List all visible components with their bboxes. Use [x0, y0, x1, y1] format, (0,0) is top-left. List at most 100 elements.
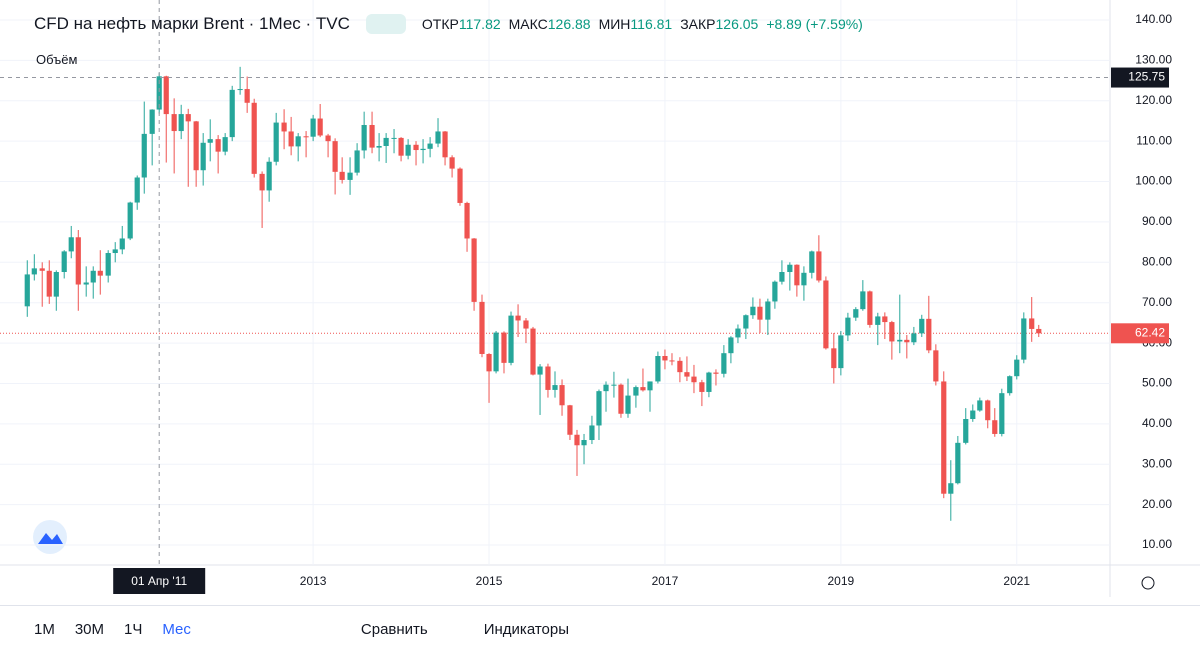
candle-body — [317, 118, 323, 136]
candle-body — [603, 384, 609, 392]
candle-body — [955, 442, 961, 484]
candle-body — [552, 385, 558, 390]
candle-body — [735, 328, 741, 338]
candle-body — [581, 440, 587, 446]
y-tick-label: 20.00 — [1142, 497, 1172, 511]
candle-body — [662, 356, 668, 361]
interval[interactable]: 1М — [34, 620, 55, 638]
interval[interactable]: 30М — [74, 620, 105, 638]
candle-body — [339, 171, 345, 180]
candle-body — [347, 172, 353, 180]
candle-body — [1014, 359, 1020, 377]
candle-body — [215, 139, 221, 152]
toolbar: 1М 30М 1Ч Мес Сравнить Индикаторы — [0, 605, 1200, 652]
candle-body — [625, 395, 631, 414]
candle-body — [435, 131, 441, 144]
candle-body — [897, 339, 903, 342]
interval[interactable]: Мес — [162, 620, 191, 638]
candle-body — [332, 141, 338, 172]
candle-body — [39, 268, 45, 271]
candle-body — [405, 144, 411, 156]
candle-body — [244, 89, 250, 103]
candle-body — [933, 350, 939, 382]
high-value: 126.88 — [547, 16, 591, 32]
candle-body — [669, 360, 675, 362]
x-tick-label: 2021 — [1003, 574, 1030, 588]
y-tick-label: 50.00 — [1142, 376, 1172, 390]
candle-body — [486, 353, 492, 372]
high-label: МАКС — [508, 16, 548, 32]
candle-body — [493, 332, 499, 372]
candle-body — [765, 301, 771, 320]
candle-body — [479, 301, 485, 354]
candle-body — [200, 142, 206, 171]
candle-body — [559, 385, 565, 406]
candle-body — [750, 306, 756, 316]
status-badge — [365, 14, 406, 34]
y-tick-label: 140.00 — [1135, 12, 1172, 26]
candle-body — [1007, 376, 1013, 394]
y-tick-label: 110.00 — [1136, 133, 1172, 147]
candle-body — [845, 317, 851, 336]
candle-body — [508, 315, 514, 363]
indicators-button[interactable]: Индикаторы — [483, 620, 570, 638]
x-tick-label: 2015 — [476, 574, 503, 588]
candle-body — [413, 144, 419, 151]
settings-icon[interactable] — [1141, 576, 1155, 590]
last-price-label: 62.42 — [1135, 325, 1165, 339]
candle-body — [567, 405, 573, 435]
candle-body — [398, 137, 404, 156]
open-value: 117.82 — [458, 16, 501, 32]
candle-body — [237, 89, 243, 91]
candle-body — [391, 137, 397, 139]
crosshair-price-label: 125.75 — [1128, 70, 1165, 84]
candle-body — [68, 237, 74, 252]
candle-body — [127, 202, 133, 239]
candle-body — [149, 109, 155, 134]
candle-body — [464, 202, 470, 239]
candle-body — [640, 387, 646, 391]
candle-body — [757, 306, 763, 320]
candle-body — [90, 270, 96, 283]
candle-body — [24, 274, 30, 307]
close-label: ЗАКР — [680, 16, 716, 32]
candle-body — [178, 114, 184, 132]
x-tick-label: 2017 — [652, 574, 679, 588]
candle-body — [310, 118, 316, 137]
x-tick-label: 2013 — [300, 574, 327, 588]
logo — [33, 520, 67, 554]
candle-body — [655, 356, 661, 382]
interval[interactable]: 1Ч — [124, 620, 143, 638]
candle-body — [383, 137, 389, 146]
crosshair-price-box — [1111, 67, 1169, 88]
candle-body — [809, 251, 815, 273]
candle-body — [706, 372, 712, 392]
low-label: МИН — [598, 16, 631, 32]
y-tick-label: 120.00 — [1135, 93, 1172, 107]
candle-body — [743, 315, 749, 329]
candle-body — [325, 135, 331, 142]
candle-body — [889, 322, 895, 342]
candle-body — [185, 114, 191, 122]
candle-body — [699, 382, 705, 392]
candle-body — [259, 173, 265, 191]
candle-body — [354, 150, 360, 173]
candle-body — [787, 264, 793, 272]
candle-body — [53, 271, 59, 297]
candle-body — [273, 122, 279, 162]
candle-body — [515, 315, 521, 321]
compare-button[interactable]: Сравнить — [360, 620, 428, 638]
candle-body — [523, 320, 529, 329]
candle-body — [911, 333, 917, 343]
open-label: ОТКР — [421, 16, 459, 32]
crosshair-date-label: 01 Апр '11 — [131, 574, 187, 588]
candle-body — [427, 143, 433, 149]
candle-body — [156, 76, 162, 110]
candle-body — [141, 133, 147, 178]
candle-body — [229, 89, 235, 138]
candle-body — [691, 376, 697, 383]
x-tick-label: 2019 — [828, 574, 855, 588]
candle-body — [853, 309, 859, 318]
candle-body — [530, 328, 536, 375]
candle-body — [112, 249, 118, 254]
